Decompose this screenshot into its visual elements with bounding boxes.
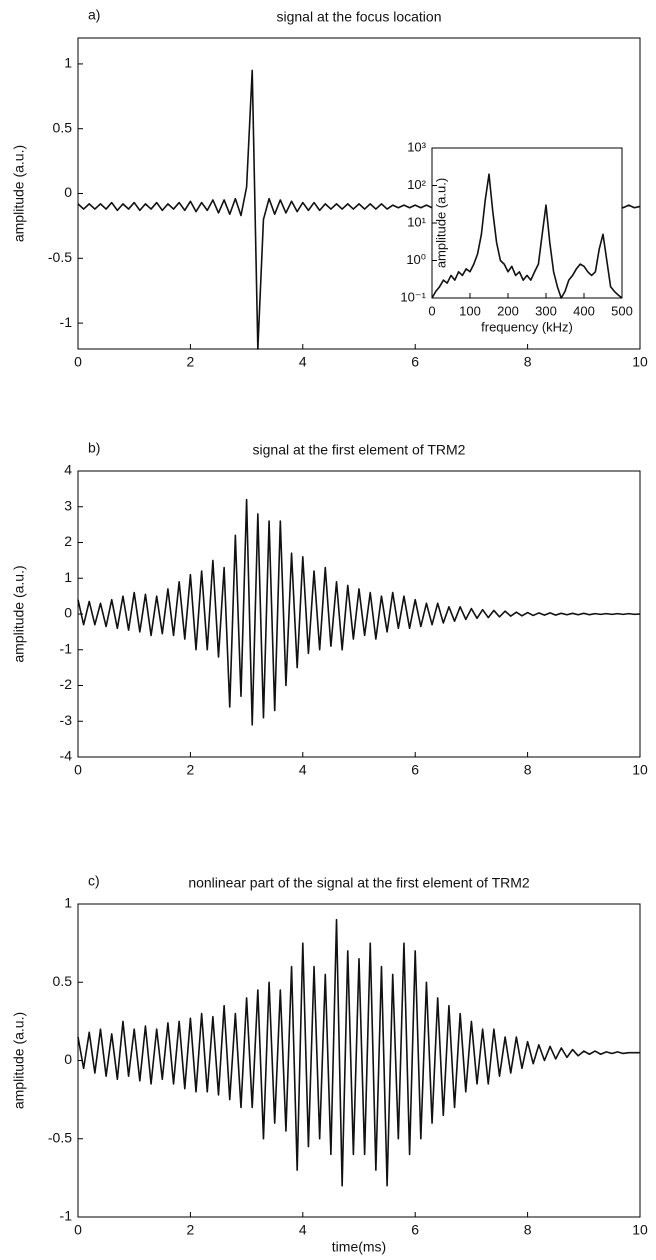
y-tick-label: 10³: [407, 139, 426, 154]
signal-line: [77, 498, 641, 726]
signal-line: [431, 173, 623, 299]
x-tick-label: 4: [299, 354, 307, 370]
x-tick-label: 2: [187, 354, 195, 370]
x-tick-label: 200: [497, 303, 519, 318]
y-tick-label: 0.5: [53, 973, 73, 989]
y-tick-label: 0.5: [53, 119, 73, 135]
x-tick-label: 8: [524, 354, 532, 370]
x-tick-label: 8: [524, 762, 532, 778]
chart-title: nonlinear part of the signal at the firs…: [188, 875, 530, 891]
signal-line: [77, 918, 640, 1187]
panel-label: a): [88, 7, 100, 23]
y-tick-label: 1: [64, 569, 72, 585]
y-axis-label: amplitude (a.u.): [433, 178, 448, 268]
x-tick-label: 100: [459, 303, 481, 318]
x-tick-label: 4: [299, 762, 307, 778]
y-tick-label: -1: [60, 1208, 73, 1224]
x-axis-label: frequency (kHz): [481, 319, 573, 334]
y-tick-label: 10²: [407, 177, 426, 192]
chart-title: signal at the first element of TRM2: [253, 442, 466, 458]
x-tick-label: 300: [535, 303, 557, 318]
x-tick-label: 6: [411, 1222, 419, 1238]
panel-label: b): [88, 440, 100, 456]
x-tick-label: 0: [428, 303, 435, 318]
y-tick-label: -1: [60, 314, 73, 330]
y-tick-label: -2: [60, 676, 73, 692]
x-tick-label: 0: [74, 354, 82, 370]
x-tick-label: 2: [187, 762, 195, 778]
y-tick-label: -4: [60, 748, 73, 764]
x-tick-label: 8: [524, 1222, 532, 1238]
y-tick-label: -3: [60, 712, 73, 728]
y-tick-label: 10⁻¹: [400, 289, 426, 304]
y-tick-label: -0.5: [48, 1129, 72, 1145]
axes-box: [77, 903, 641, 1218]
panel-label: c): [88, 873, 100, 889]
x-tick-label: 10: [632, 1222, 648, 1238]
y-tick-label: 1: [64, 895, 72, 911]
x-tick-label: 400: [573, 303, 595, 318]
x-tick-label: 2: [187, 1222, 195, 1238]
x-tick-label: 10: [632, 354, 648, 370]
y-tick-label: 10⁰: [406, 252, 426, 267]
axes-box: [77, 470, 641, 758]
y-tick-label: 0: [64, 1051, 72, 1067]
y-axis-label: amplitude (a.u.): [11, 1012, 27, 1109]
y-tick-label: 0: [64, 184, 72, 200]
x-tick-label: 10: [632, 762, 648, 778]
x-tick-label: 6: [411, 354, 419, 370]
y-tick-label: -1: [60, 640, 73, 656]
x-tick-label: 4: [299, 1222, 307, 1238]
y-tick-label: 3: [64, 497, 72, 513]
y-axis-label: amplitude (a.u.): [11, 145, 27, 242]
y-axis-label: amplitude (a.u.): [11, 565, 27, 662]
x-tick-label: 0: [74, 1222, 82, 1238]
y-tick-label: 4: [64, 462, 72, 478]
x-axis-label: time(ms): [332, 1239, 386, 1255]
x-tick-label: 500: [611, 303, 633, 318]
y-tick-label: 2: [64, 533, 72, 549]
y-tick-label: 10¹: [407, 214, 426, 229]
x-tick-label: 6: [411, 762, 419, 778]
y-tick-label: 1: [64, 55, 72, 71]
chart-title: signal at the focus location: [277, 9, 442, 25]
x-tick-label: 0: [74, 762, 82, 778]
y-tick-label: -0.5: [48, 249, 72, 265]
y-tick-label: 0: [64, 605, 72, 621]
